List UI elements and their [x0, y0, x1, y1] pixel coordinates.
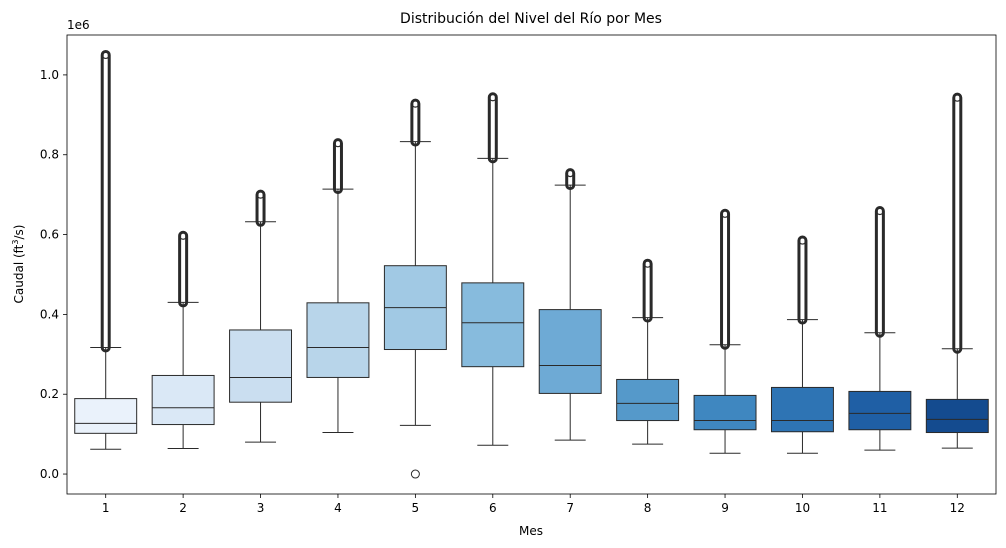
box — [306, 302, 370, 378]
outlier-point — [953, 93, 962, 102]
y-offset-text: 1e6 — [67, 18, 90, 32]
x-tick-label: 4 — [334, 501, 342, 515]
box — [925, 398, 989, 434]
y-tick-label: 0.8 — [40, 148, 59, 162]
y-axis-title-tail: /s) — [12, 225, 26, 240]
box-group-2 — [151, 230, 215, 449]
outlier-point — [101, 50, 110, 60]
outlier-band — [178, 230, 189, 308]
outlier-point — [410, 469, 420, 479]
outlier-point — [643, 259, 652, 268]
outlier-point — [488, 93, 497, 102]
x-tick-label: 11 — [872, 501, 887, 515]
outlier-band — [487, 92, 498, 164]
x-tick-label: 12 — [950, 501, 965, 515]
y-axis-title: Caudal (ft3/s) — [11, 225, 26, 304]
outlier-band — [952, 92, 963, 354]
outlier-band — [874, 206, 885, 338]
box-group-12 — [925, 92, 989, 449]
y-tick-label: 0.0 — [40, 467, 59, 481]
box-group-9 — [693, 208, 757, 454]
box-group-8 — [616, 258, 680, 445]
x-tick-label: 7 — [566, 501, 574, 515]
outlier-band — [720, 208, 731, 350]
box — [693, 394, 757, 431]
plot-frame — [66, 34, 997, 495]
y-tick-label: 1.0 — [40, 68, 59, 82]
box-group-10 — [770, 235, 834, 454]
box — [770, 386, 834, 433]
x-tick-label: 8 — [644, 501, 652, 515]
x-tick-label: 1 — [102, 501, 110, 515]
box — [151, 374, 215, 426]
box-group-7 — [538, 168, 602, 441]
box-group-4 — [306, 138, 370, 434]
y-axis-title-sup: 3 — [11, 240, 20, 245]
outlier-band — [332, 138, 343, 195]
box — [229, 329, 293, 403]
x-tick-label: 10 — [795, 501, 810, 515]
outlier-point — [333, 139, 343, 148]
y-axis-title-main: Caudal (ft — [12, 244, 26, 303]
x-tick-label: 2 — [179, 501, 187, 515]
y-tick-label: 0.2 — [40, 387, 59, 401]
x-axis-title: Mes — [519, 524, 543, 538]
outlier-point — [256, 190, 265, 199]
y-tick-label: 0.4 — [40, 307, 59, 321]
y-tick-label: 0.6 — [40, 228, 59, 242]
box — [461, 282, 525, 368]
outlier-point — [179, 231, 188, 240]
outlier-point — [720, 209, 730, 218]
outlier-band — [797, 235, 808, 325]
outlier-band — [642, 258, 653, 323]
box-group-5 — [383, 98, 447, 479]
plot-area: 0.00.20.40.60.81.01 2 3 4 5 6 7 8 9 10 11 12 — [40, 49, 989, 515]
box — [538, 309, 602, 394]
box-group-6 — [461, 92, 525, 446]
box — [74, 398, 138, 434]
chart-title: Distribución del Nivel del Río por Mes — [400, 11, 662, 27]
box — [616, 378, 680, 422]
x-tick-label: 6 — [489, 501, 497, 515]
box-group-3 — [229, 189, 293, 443]
outlier-point — [798, 236, 807, 245]
x-tick-label: 9 — [721, 501, 729, 515]
box-group-11 — [848, 206, 912, 451]
outlier-point — [875, 206, 884, 216]
outlier-band — [100, 49, 111, 353]
box — [848, 390, 912, 431]
outlier-point — [411, 99, 420, 108]
outlier-point — [566, 168, 575, 178]
box-group-1 — [74, 49, 138, 450]
x-tick-label: 5 — [412, 501, 420, 515]
x-tick-label: 3 — [257, 501, 265, 515]
